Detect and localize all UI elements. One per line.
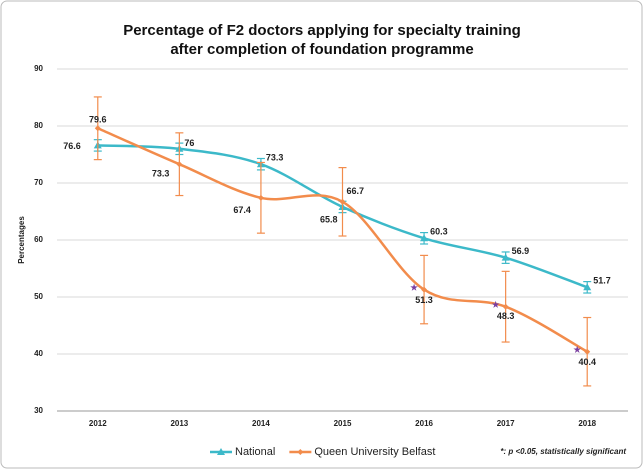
point-marker <box>583 283 592 291</box>
data-label: 76.6 <box>63 141 81 151</box>
data-label: 40.4 <box>578 357 596 367</box>
point-marker <box>339 198 346 205</box>
y-tick-label: 30 <box>34 406 43 415</box>
data-label: 51.3 <box>415 295 433 305</box>
y-tick-label: 80 <box>34 121 43 130</box>
y-tick-label: 60 <box>34 235 43 244</box>
data-label: 56.9 <box>512 246 530 256</box>
x-tick-label: 2013 <box>170 419 188 428</box>
point-marker <box>584 348 591 355</box>
point-marker <box>501 253 510 261</box>
significance-star <box>573 345 581 353</box>
data-label: 73.3 <box>152 169 170 179</box>
x-tick-label: 2017 <box>497 419 515 428</box>
data-label: 51.7 <box>593 276 611 286</box>
significance-star <box>410 283 418 291</box>
x-tick-label: 2016 <box>415 419 433 428</box>
legend-label: National <box>235 446 275 458</box>
point-marker <box>297 449 304 455</box>
annotation: *: p <0.05, statistically significant <box>500 447 626 456</box>
point-marker <box>257 194 264 201</box>
data-label: 76 <box>184 138 194 148</box>
significance-star <box>491 300 500 308</box>
chart-title: Percentage of F2 doctors applying for sp… <box>123 22 521 39</box>
chart-title: after completion of foundation programme <box>170 41 473 58</box>
x-tick-label: 2018 <box>578 419 596 428</box>
series: 79.6 73.3 67.4 66.7 51.3 48.3 40.4 <box>89 96 596 387</box>
y-tick-label: 70 <box>34 178 43 187</box>
data-label: 67.4 <box>233 205 251 215</box>
point-marker <box>217 448 225 455</box>
y-tick-label: 90 <box>34 64 43 73</box>
point-marker <box>502 303 509 310</box>
data-label: 79.6 <box>89 115 107 125</box>
data-label: 73.3 <box>266 153 284 163</box>
point-marker <box>94 125 101 132</box>
x-tick-label: 2015 <box>334 419 352 428</box>
data-label: 66.7 <box>347 186 365 196</box>
legend-label: Queen University Belfast <box>314 446 435 458</box>
data-label: 48.3 <box>497 311 515 321</box>
x-tick-label: 2012 <box>89 419 107 428</box>
point-marker <box>420 234 429 242</box>
data-label: 60.3 <box>430 227 448 237</box>
x-tick-label: 2014 <box>252 419 270 428</box>
y-tick-label: 40 <box>34 349 43 358</box>
point-marker <box>176 161 183 168</box>
data-label: 65.8 <box>320 214 338 224</box>
point-marker <box>421 286 428 293</box>
y-axis-label: Percentages <box>17 216 26 264</box>
y-tick-label: 50 <box>34 292 43 301</box>
